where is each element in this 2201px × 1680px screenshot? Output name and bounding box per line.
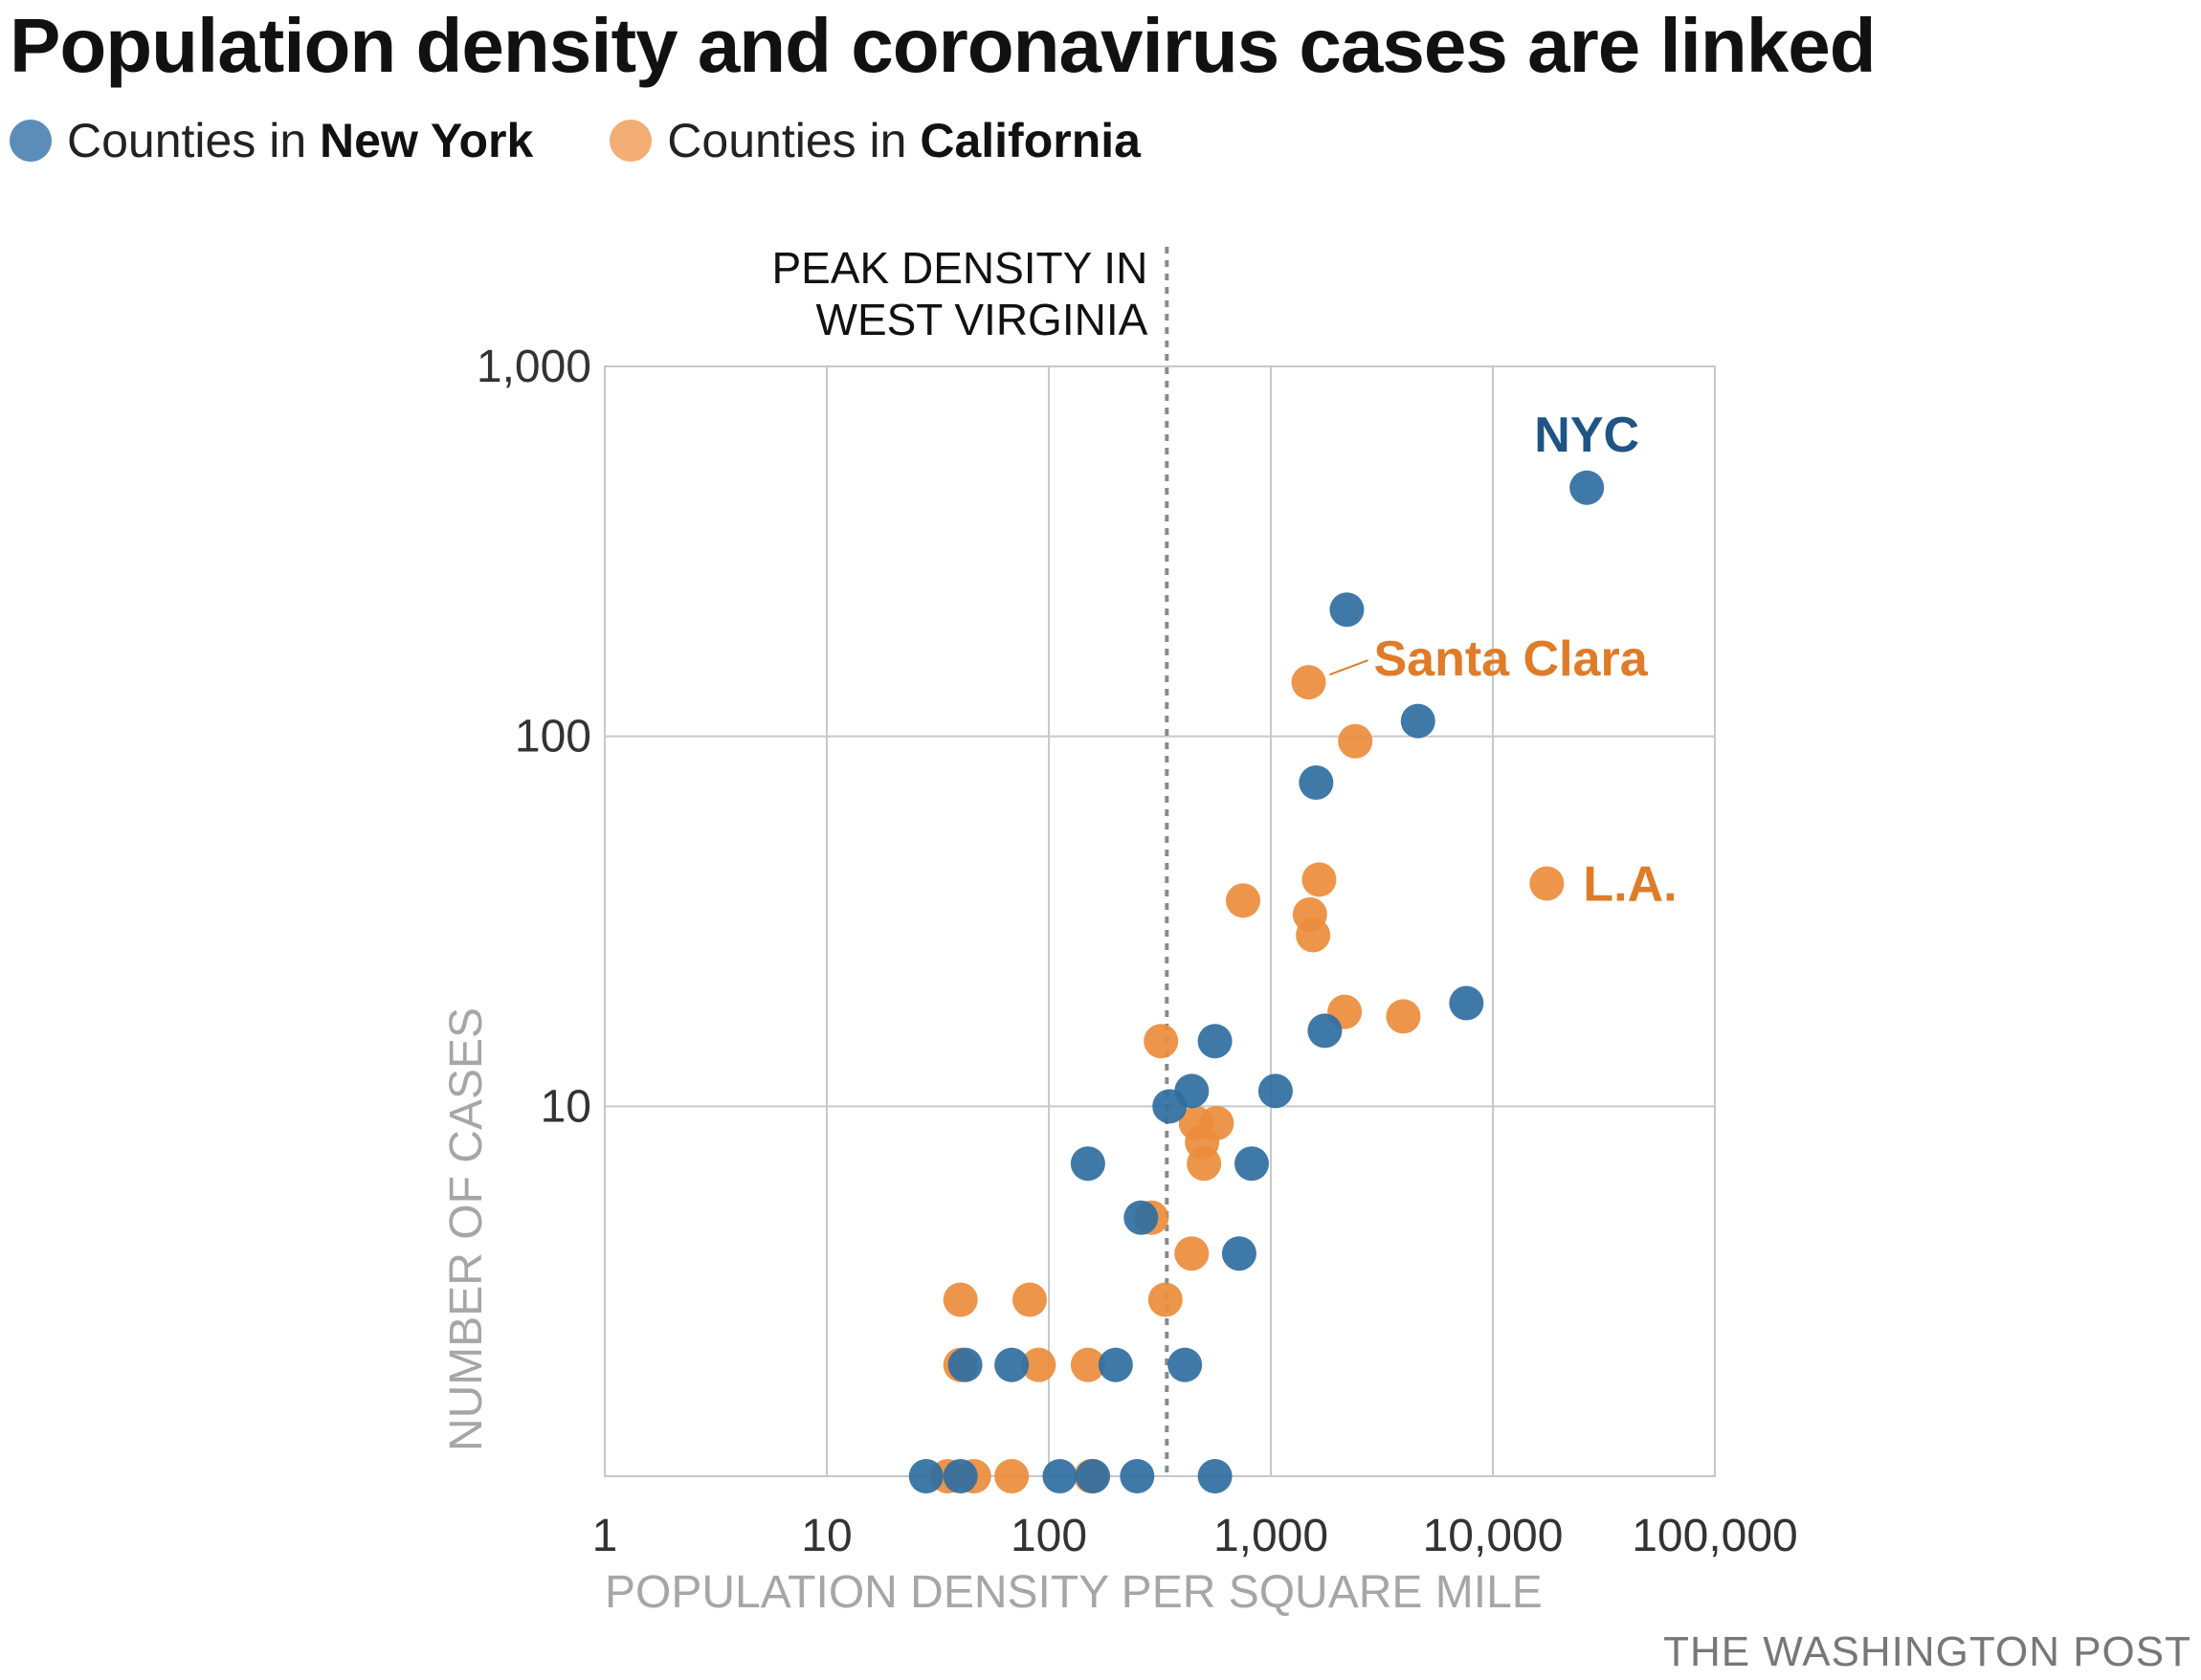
credit: THE WASHINGTON POST [1663, 1628, 2191, 1675]
chart-title: Population density and coronavirus cases… [10, 3, 1877, 88]
point-counties-in-new-york [1167, 1347, 1203, 1382]
point-counties-in-new-york [1120, 1459, 1155, 1493]
legend-name-new-york: New York [320, 114, 534, 167]
point-counties-in-new-york [1329, 592, 1365, 628]
point-counties-in-new-york [943, 1459, 978, 1493]
x-tick-label: 100,000 [1632, 1511, 1798, 1561]
x-axis-title: POPULATION DENSITY PER SQUARE MILE [605, 1567, 1543, 1618]
legend-prefix-california: Counties in [667, 114, 921, 167]
point-counties-in-new-york [1234, 1146, 1270, 1182]
label-leader-santa-clara [1329, 659, 1368, 676]
point-counties-in-new-york [1257, 1073, 1293, 1109]
point-label-santa-clara: Santa Clara [1374, 631, 1649, 687]
point-counties-in-california [1292, 896, 1327, 932]
point-counties-in-new-york [1299, 764, 1334, 800]
point-counties-in-california [1174, 1236, 1210, 1271]
x-tick-label: 10,000 [1423, 1511, 1564, 1561]
point-counties-in-california [1338, 723, 1373, 759]
legend-item-new-york: Counties in New York [10, 113, 533, 168]
legend-name-california: California [920, 114, 1141, 167]
point-label-nyc: NYC [1534, 408, 1639, 463]
point-counties-in-california [943, 1282, 978, 1317]
point-counties-in-california [1144, 1024, 1179, 1059]
point-counties-in-new-york [1197, 1024, 1233, 1059]
point-counties-in-new-york [1197, 1459, 1233, 1493]
legend-item-california: Counties in California [610, 113, 1141, 168]
plot-frame [604, 365, 1716, 1477]
x-tick-label: 1,000 [1213, 1511, 1328, 1561]
x-tick-label: 100 [1011, 1511, 1087, 1561]
legend-swatch-new-york [10, 120, 52, 162]
point-counties-in-california [1070, 1347, 1105, 1382]
point-counties-in-california [1147, 1282, 1183, 1317]
point-counties-in-california [994, 1459, 1030, 1493]
point-counties-in-new-york [947, 1347, 983, 1382]
point-counties-in-california [1529, 866, 1565, 901]
x-tick-label: 1 [592, 1511, 618, 1561]
point-counties-in-new-york [1123, 1200, 1159, 1235]
data-points: L.A. Santa Clara NYC [908, 408, 1678, 1493]
legend-prefix-new-york: Counties in [67, 114, 321, 167]
point-counties-in-california [1021, 1347, 1056, 1382]
point-counties-in-new-york [1449, 985, 1484, 1021]
point-counties-in-california [1386, 999, 1421, 1034]
point-counties-in-california [1226, 883, 1261, 918]
point-counties-in-new-york [1098, 1347, 1133, 1382]
point-counties-in-new-york [908, 1459, 944, 1493]
point-counties-in-new-york [1070, 1146, 1105, 1182]
point-counties-in-new-york [1042, 1459, 1078, 1493]
point-counties-in-new-york [1174, 1073, 1210, 1109]
reference-line-label: WEST VIRGINIA [816, 295, 1148, 344]
point-counties-in-california [1291, 665, 1326, 700]
y-axis-title: NUMBER OF CASES [441, 1007, 492, 1451]
point-label-l-a-: L.A. [1583, 857, 1677, 913]
point-counties-in-california [1199, 1106, 1234, 1141]
tick-labels: 1 10 100 1,000 10,000 100,000 10 100 1,000 [477, 342, 1798, 1561]
point-counties-in-california [1301, 862, 1337, 897]
y-tick-label: 100 [515, 712, 591, 763]
point-counties-in-california [1012, 1282, 1048, 1317]
point-counties-in-new-york [1569, 470, 1605, 505]
grid [604, 365, 1716, 1477]
point-counties-in-new-york [1400, 703, 1435, 739]
x-tick-label: 10 [801, 1511, 852, 1561]
point-counties-in-new-york [1076, 1459, 1111, 1493]
legend-swatch-california [610, 120, 653, 162]
point-counties-in-new-york [994, 1347, 1030, 1382]
reference-line-label: PEAK DENSITY IN [771, 243, 1147, 293]
point-counties-in-new-york [1307, 1013, 1343, 1049]
y-tick-label: 10 [541, 1081, 591, 1132]
legend: Counties in New York Counties in Califor… [10, 113, 1217, 168]
y-tick-label: 1,000 [477, 342, 591, 392]
point-counties-in-new-york [1221, 1236, 1256, 1271]
